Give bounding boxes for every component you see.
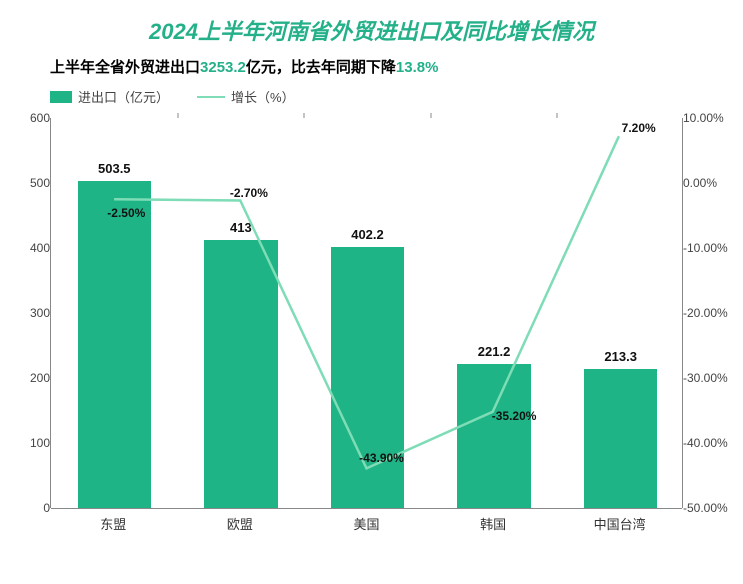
growth-line xyxy=(114,136,619,468)
x-tick-label: 欧盟 xyxy=(227,514,253,533)
y-left-tick: 200 xyxy=(0,371,50,385)
growth-pct-label: -2.70% xyxy=(230,186,268,200)
x-tick-label: 美国 xyxy=(353,514,379,533)
y-left-tick: 600 xyxy=(0,111,50,125)
legend-bar-item: 进出口（亿元） xyxy=(50,87,169,106)
plot-area: 503.5413402.2221.2213.3 -2.50%-2.70%-43.… xyxy=(50,118,683,508)
growth-pct-label: -2.50% xyxy=(107,206,145,220)
legend-bar-swatch xyxy=(50,91,72,103)
legend: 进出口（亿元） 增长（%） xyxy=(0,81,743,110)
y-right-tick: -20.00% xyxy=(683,306,743,320)
y-left-tick: 300 xyxy=(0,306,50,320)
y-left-tick: 0 xyxy=(0,501,50,515)
y-right-tick: 10.00% xyxy=(683,111,743,125)
chart-subtitle: 上半年全省外贸进出口3253.2亿元，比去年同期下降13.8% xyxy=(0,46,743,81)
y-right-tick: -30.00% xyxy=(683,371,743,385)
y-right-tick: -50.00% xyxy=(683,501,743,515)
y-left-tick: 400 xyxy=(0,241,50,255)
x-tick-label: 中国台湾 xyxy=(594,514,646,533)
chart-title: 2024上半年河南省外贸进出口及同比增长情况 xyxy=(0,0,743,46)
legend-line-item: 增长（%） xyxy=(197,87,295,106)
x-tick-label: 东盟 xyxy=(100,514,126,533)
x-tick-mark xyxy=(430,113,431,118)
x-tick-mark xyxy=(557,113,558,118)
legend-line-swatch xyxy=(197,96,225,98)
y-right-tick: -10.00% xyxy=(683,241,743,255)
subtitle-mid: 亿元，比去年同期下降 xyxy=(246,59,396,76)
x-tick-mark xyxy=(177,113,178,118)
growth-pct-label: -43.90% xyxy=(359,451,404,465)
y-left-tick: 100 xyxy=(0,436,50,450)
y-axis-right: -50.00%-40.00%-30.00%-20.00%-10.00%0.00%… xyxy=(683,118,743,508)
x-tick-label: 韩国 xyxy=(480,514,506,533)
y-right-tick: -40.00% xyxy=(683,436,743,450)
subtitle-pre: 上半年全省外贸进出口 xyxy=(50,59,200,76)
y-right-tick: 0.00% xyxy=(683,176,743,190)
legend-bar-label: 进出口（亿元） xyxy=(78,87,169,106)
chart-area: 0100200300400500600 -50.00%-40.00%-30.00… xyxy=(50,118,683,538)
growth-pct-label: 7.20% xyxy=(622,121,656,135)
x-axis: 东盟 欧盟 美国 韩国 中国台湾 xyxy=(50,508,683,538)
x-tick-mark xyxy=(304,113,305,118)
growth-pct-label: -35.20% xyxy=(492,409,537,423)
y-left-tick: 500 xyxy=(0,176,50,190)
subtitle-val2: 13.8% xyxy=(396,59,439,76)
legend-line-label: 增长（%） xyxy=(231,87,295,106)
y-axis-left: 0100200300400500600 xyxy=(0,118,50,508)
subtitle-val1: 3253.2 xyxy=(200,59,246,76)
